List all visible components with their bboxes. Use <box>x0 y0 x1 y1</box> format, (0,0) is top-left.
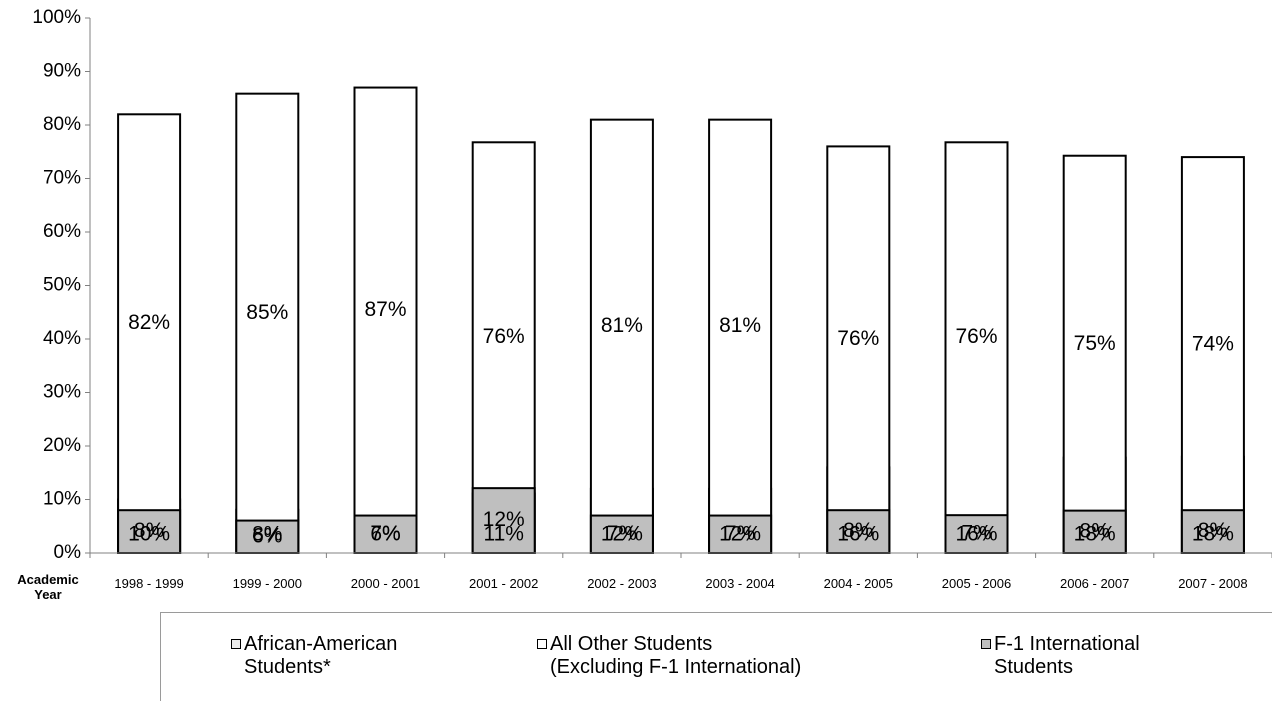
data-label-f1-international-9: 8% <box>1080 519 1110 542</box>
x-tick-label-9: 2006 - 2007 <box>1060 576 1129 591</box>
x-tick-label-4: 2001 - 2002 <box>469 576 538 591</box>
data-label-all-other-1: 82% <box>128 311 170 334</box>
data-label-african-american-3: 6% <box>370 523 400 546</box>
legend-item-african-american: African-American Students* <box>231 633 397 679</box>
bar-segment-all-other-6 <box>708 118 773 555</box>
bar-segment-all-other-8 <box>944 141 1009 554</box>
legend-swatch-african-american <box>231 639 241 649</box>
bar-segment-f1-international-10 <box>1180 509 1245 555</box>
data-label-african-american-10: 18% <box>1192 523 1234 546</box>
data-label-f1-international-4: 12% <box>483 508 525 531</box>
data-label-all-other-3: 87% <box>364 298 406 321</box>
x-tick-label-7: 2004 - 2005 <box>824 576 893 591</box>
data-label-all-other-5: 81% <box>601 314 643 337</box>
x-tick-label-8: 2005 - 2006 <box>942 576 1011 591</box>
x-tick-label-6: 2003 - 2004 <box>705 576 774 591</box>
y-tick-label-7: 70% <box>43 168 81 189</box>
x-tick-label-1: 1998 - 1999 <box>114 576 183 591</box>
data-label-all-other-4: 76% <box>483 325 525 348</box>
legend-item-f1-international: F-1 International Students <box>981 633 1140 679</box>
y-tick-label-6: 60% <box>43 221 81 242</box>
y-tick-label-1: 10% <box>43 489 81 510</box>
y-tick-label-10: 100% <box>32 7 81 28</box>
y-tick-label-3: 30% <box>43 382 81 403</box>
bar-segment-f1-international-8 <box>944 514 1009 554</box>
bar-segment-all-other-4 <box>471 141 536 554</box>
bar-segment-all-other-7 <box>826 145 891 554</box>
data-label-all-other-6: 81% <box>719 314 761 337</box>
data-label-f1-international-10: 8% <box>1198 519 1228 542</box>
data-label-f1-international-6: 7% <box>725 522 755 545</box>
x-tick-label-5: 2002 - 2003 <box>587 576 656 591</box>
y-tick-label-4: 40% <box>43 328 81 349</box>
data-label-african-american-2: 8% <box>252 523 282 546</box>
bar-segment-f1-international-7 <box>826 509 891 555</box>
legend-swatch-f1-international <box>981 639 991 649</box>
data-label-f1-international-2: 6% <box>252 524 282 547</box>
data-label-f1-international-1: 8% <box>134 519 164 542</box>
bar-segment-f1-international-4 <box>471 487 536 555</box>
y-tick-label-8: 80% <box>43 114 81 135</box>
data-label-african-american-9: 18% <box>1074 523 1116 546</box>
data-label-f1-international-8: 7% <box>961 522 991 545</box>
data-label-african-american-8: 16% <box>955 523 997 546</box>
x-tick-label-10: 2007 - 2008 <box>1178 576 1247 591</box>
data-label-f1-international-3: 7% <box>370 522 400 545</box>
y-tick-label-5: 50% <box>43 275 81 296</box>
data-label-all-other-10: 74% <box>1192 333 1234 356</box>
data-label-african-american-1: 10% <box>128 523 170 546</box>
bar-segment-all-other-1 <box>117 113 182 555</box>
data-label-all-other-7: 76% <box>837 327 879 350</box>
legend: African-American Students* All Other Stu… <box>160 612 1272 701</box>
legend-swatch-all-other <box>537 639 547 649</box>
x-tick-label-3: 2000 - 2001 <box>351 576 420 591</box>
data-label-all-other-2: 85% <box>246 301 288 324</box>
y-tick-label-9: 90% <box>43 61 81 82</box>
stacked-bar-chart: 1998 - 1999 1999 - 2000 2000 - 2001 2001 - … <box>17 7 1272 602</box>
bar-segment-f1-international-9 <box>1062 509 1127 554</box>
data-label-african-american-5: 12% <box>601 523 643 546</box>
bar-segment-all-other-9 <box>1062 154 1127 554</box>
y-tick-label-0: 0% <box>54 542 82 563</box>
bar-segment-f1-international-2 <box>235 519 300 554</box>
bar-segment-all-other-3 <box>353 86 418 555</box>
data-label-african-american-6: 12% <box>719 523 761 546</box>
data-label-all-other-9: 75% <box>1074 332 1116 355</box>
legend-item-all-other: All Other Students (Excluding F-1 Intern… <box>537 633 801 679</box>
bar-segment-all-other-5 <box>589 118 654 555</box>
y-tick-label-2: 20% <box>43 435 81 456</box>
legend-label-african-american: African-American Students* <box>244 633 398 678</box>
data-label-all-other-8: 76% <box>955 325 997 348</box>
x-tick-label-2: 1999 - 2000 <box>233 576 302 591</box>
bar-segment-all-other-10 <box>1180 156 1245 554</box>
legend-label-all-other: All Other Students (Excluding F-1 Intern… <box>550 633 802 678</box>
data-label-f1-international-7: 8% <box>843 519 873 542</box>
legend-label-f1-international: F-1 International Students <box>994 633 1140 678</box>
data-label-african-american-7: 16% <box>837 523 879 546</box>
x-axis-title: Academic Year <box>17 572 78 602</box>
data-label-african-american-4: 11% <box>483 523 523 546</box>
data-label-f1-international-5: 7% <box>607 522 637 545</box>
